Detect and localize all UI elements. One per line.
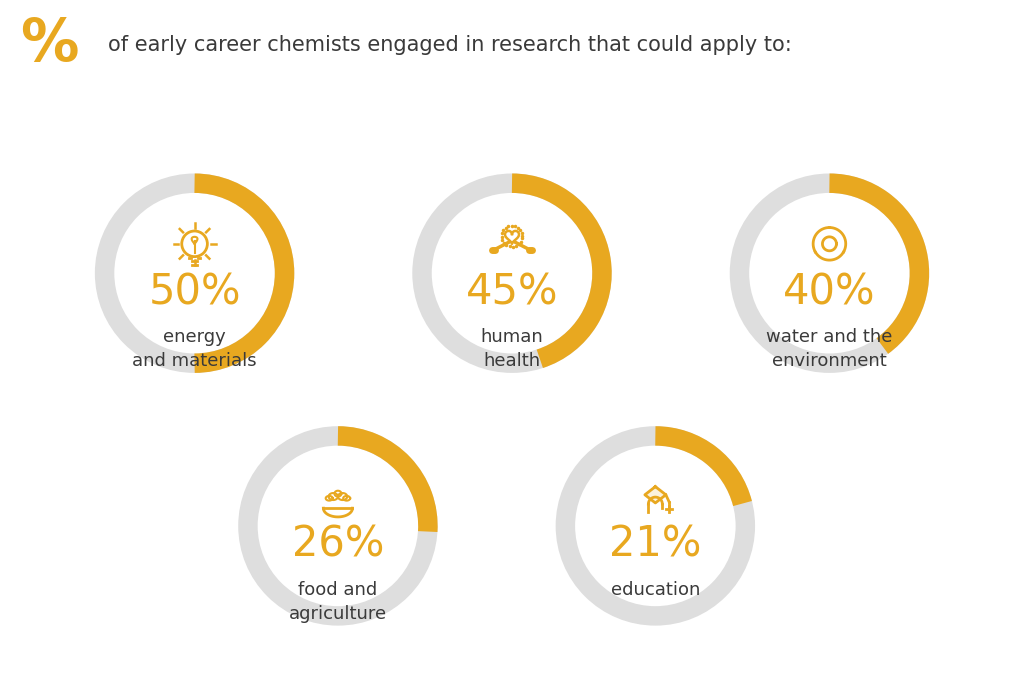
Text: of early career chemists engaged in research that could apply to:: of early career chemists engaged in rese… bbox=[108, 35, 792, 55]
Text: 45%: 45% bbox=[466, 271, 558, 313]
Text: 21%: 21% bbox=[609, 524, 701, 566]
Text: 40%: 40% bbox=[783, 271, 876, 313]
Text: %: % bbox=[19, 16, 79, 73]
Text: food and
agriculture: food and agriculture bbox=[289, 581, 387, 623]
Text: water and the
environment: water and the environment bbox=[766, 329, 893, 370]
Text: human
health: human health bbox=[480, 329, 544, 370]
Text: energy
and materials: energy and materials bbox=[132, 329, 257, 370]
Text: education: education bbox=[610, 581, 700, 599]
Polygon shape bbox=[645, 486, 666, 503]
Text: 26%: 26% bbox=[292, 524, 384, 566]
Text: 50%: 50% bbox=[148, 271, 241, 313]
